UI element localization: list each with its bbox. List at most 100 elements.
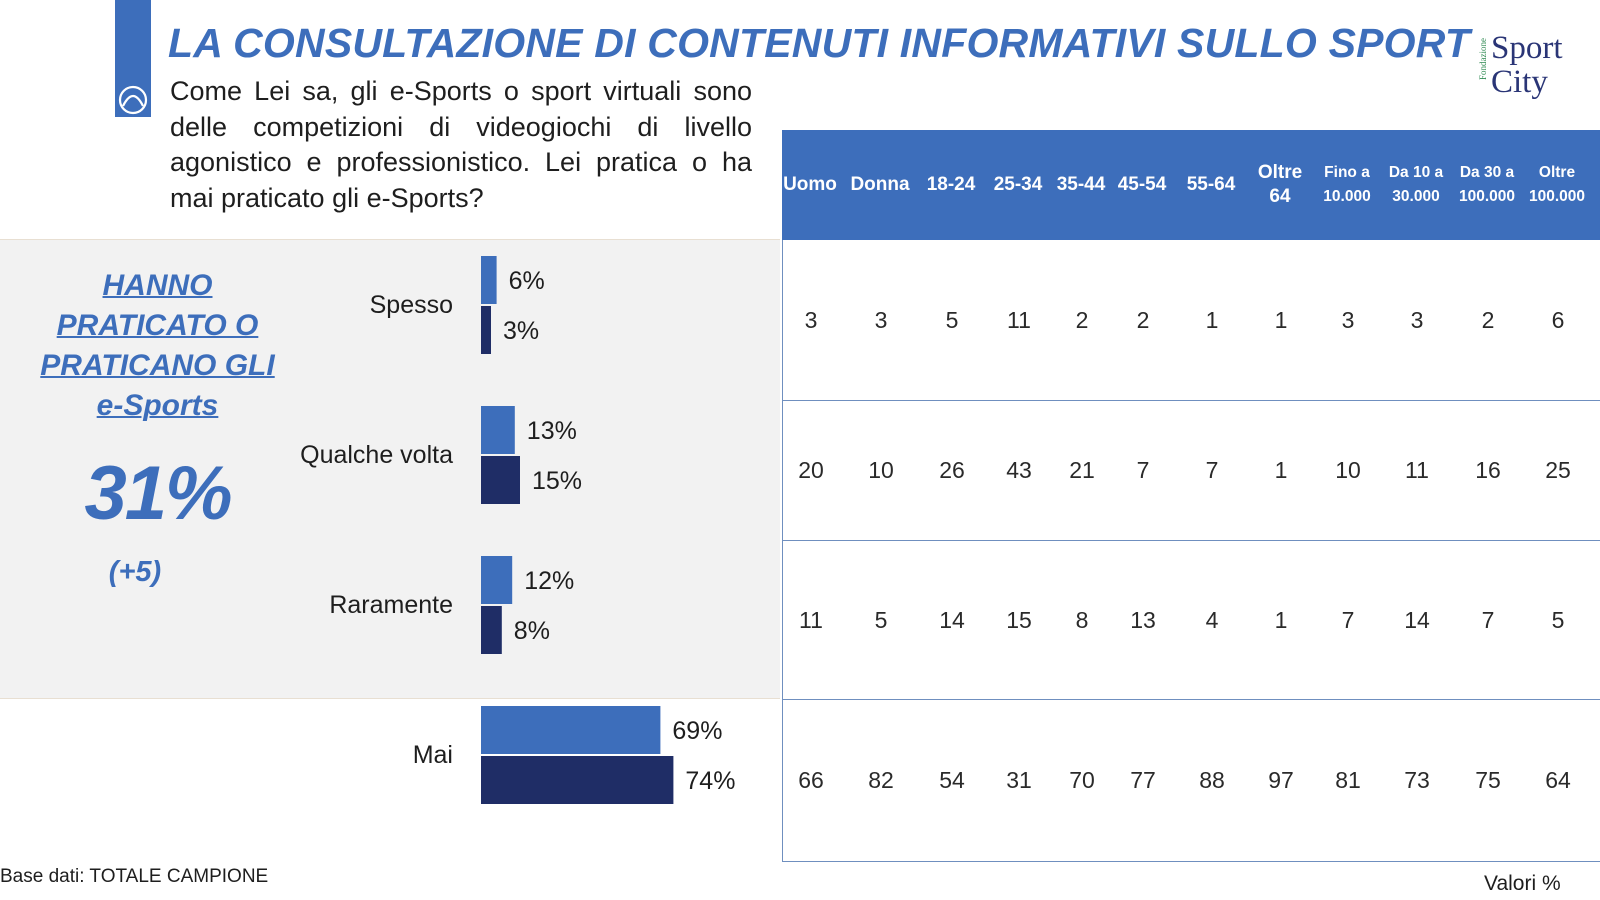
table-cell: 11 (1405, 457, 1429, 483)
bar-value-label: 6% (509, 267, 545, 295)
table-cell: 3 (874, 307, 888, 333)
table-cell: 7 (1205, 457, 1219, 483)
kpi-delta: (+5) (108, 556, 162, 588)
table-cell: 73 (1404, 767, 1430, 793)
column-header: Da 30 a 100.000 (1451, 130, 1523, 240)
column-header-line: 55-64 (1186, 174, 1236, 195)
bar-value-label: 69% (672, 717, 722, 745)
column-header-line: Donna (850, 174, 910, 195)
table-cell: 14 (1404, 607, 1430, 633)
column-header: Fino a 10.000 (1311, 130, 1383, 240)
column-header-line: 10.000 (1323, 188, 1371, 205)
table-cell: 2 (1481, 307, 1495, 333)
runner-arc-icon (115, 82, 151, 117)
bar (481, 606, 502, 654)
breakdown-table: Uomo Donna 18-24 25-34 35-44 45-54 55-64 Oltre 6… (782, 130, 1600, 862)
category-label: Qualche volta (300, 441, 453, 469)
table-cell: 1 (1274, 607, 1288, 633)
table-cell: 26 (939, 457, 965, 483)
bar-value-label: 8% (514, 617, 550, 645)
table-cell: 10 (868, 457, 894, 483)
logo-word-sport: Sport (1491, 30, 1563, 66)
column-header: Oltre 100.000 (1521, 130, 1593, 240)
table-cell: 13 (1130, 607, 1156, 633)
bar (481, 556, 513, 604)
table-cell: 1 (1274, 307, 1288, 333)
bar-value-label: 13% (527, 417, 577, 445)
kpi-label-line: HANNO (102, 269, 213, 302)
table-cell: 2 (1075, 307, 1089, 333)
page-title: LA CONSULTAZIONE DI CONTENUTI INFORMATIV… (168, 20, 1471, 66)
table-cell: 97 (1268, 767, 1294, 793)
bar-chart: Spesso 6% 3% Qualche volta 13% 15% Raramente 12… (300, 256, 735, 804)
table-cell: 16 (1475, 457, 1501, 483)
kpi-label-line: PRATICATO O (56, 309, 259, 342)
table-cell: 81 (1335, 767, 1361, 793)
table-cell: 3 (1410, 307, 1424, 333)
column-header-line: Da 30 a (1459, 164, 1515, 181)
column-header: 25-34 (982, 130, 1054, 240)
column-header-line: Uomo (783, 174, 837, 195)
row-divider (783, 699, 1600, 700)
column-header-line: 18-24 (926, 174, 976, 195)
column-header-line: Oltre (1538, 164, 1576, 181)
column-header-line: Oltre (1257, 162, 1303, 183)
column-header-line: 35-44 (1056, 174, 1106, 195)
units-note: Valori % (1484, 872, 1561, 895)
column-header-line: Da 10 a (1388, 164, 1444, 181)
bar-value-label: 74% (685, 767, 735, 795)
table-cell: 5 (945, 307, 959, 333)
table-cell: 5 (874, 607, 888, 633)
column-header-line: 100.000 (1528, 188, 1586, 205)
table-cell: 75 (1475, 767, 1501, 793)
kpi-label-line: e-Sports (96, 389, 219, 422)
column-header: 45-54 (1106, 130, 1178, 240)
table-cell: 54 (939, 767, 965, 793)
kpi-label: HANNO PRATICATO O PRATICANO GLI e-Sports (20, 266, 295, 426)
bar (481, 756, 674, 804)
kpi-value: 31% (84, 451, 232, 536)
table-cell: 3 (1341, 307, 1355, 333)
table-cell: 11 (1007, 307, 1031, 333)
column-header-line: 30.000 (1392, 188, 1440, 205)
table-cell: 7 (1136, 457, 1150, 483)
bar (481, 456, 520, 504)
table-cell: 21 (1069, 457, 1095, 483)
column-header: Uomo (774, 130, 846, 240)
row-divider (783, 400, 1600, 401)
column-header: 18-24 (915, 130, 987, 240)
bar (481, 306, 491, 354)
column-header: Donna (844, 130, 916, 240)
logo-word-city: City (1491, 64, 1548, 100)
column-header-line: Fino a (1324, 164, 1370, 181)
table-cell: 31 (1006, 767, 1032, 793)
table-cell: 7 (1481, 607, 1495, 633)
table-cell: 7 (1341, 607, 1355, 633)
column-header: 55-64 (1175, 130, 1247, 240)
table-cell: 4 (1205, 607, 1219, 633)
row-divider (783, 540, 1600, 541)
bar-value-label: 12% (524, 567, 574, 595)
table-cell: 88 (1199, 767, 1225, 793)
bar-value-label: 3% (503, 317, 539, 345)
table-cell: 3 (804, 307, 818, 333)
table-cell: 10 (1335, 457, 1361, 483)
table-cell: 8 (1075, 607, 1089, 633)
table-header: Uomo Donna 18-24 25-34 35-44 45-54 55-64 Oltre 6… (782, 130, 1600, 240)
table-cell: 11 (799, 607, 823, 633)
table-cell: 64 (1545, 767, 1571, 793)
bar (481, 406, 515, 454)
practice-band (0, 239, 780, 699)
table-cell: 6 (1551, 307, 1565, 333)
table-cell: 43 (1006, 457, 1032, 483)
table-cell: 1 (1274, 457, 1288, 483)
table-body: 3 3 5 11 2 2 1 1 3 3 2 6 20 10 26 43 21 7 7 1 10 11 16 25 11 5 14 1… (782, 240, 1600, 862)
table-cell: 5 (1551, 607, 1565, 633)
base-note: Base dati: TOTALE CAMPIONE (0, 866, 269, 887)
table-cell: 66 (798, 767, 824, 793)
table-cell: 70 (1069, 767, 1095, 793)
bar (481, 256, 497, 304)
category-label: Raramente (329, 591, 453, 619)
column-header-line: 64 (1269, 186, 1291, 207)
logo-foundation-text: Fondazione (1478, 38, 1488, 80)
